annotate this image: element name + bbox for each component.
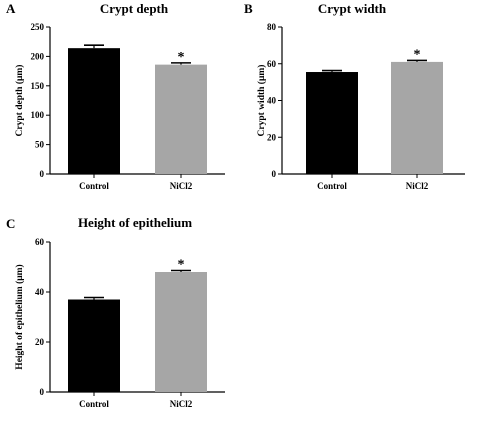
x-tick-label: NiCl2: [170, 181, 193, 191]
y-axis-label: Crypt width (μm): [256, 65, 267, 137]
chart-panel-b: B Crypt width Crypt width (μm) 0 20 40 60 80 Con…: [244, 1, 465, 191]
significance-marker: *: [178, 50, 185, 65]
y-tick-label: 50: [35, 140, 45, 150]
y-tick-label: 250: [31, 22, 45, 32]
y-tick-label: 40: [35, 287, 45, 297]
y-tick-label: 0: [40, 387, 45, 397]
y-tick-label: 20: [267, 132, 277, 142]
y-tick-label: 20: [35, 337, 45, 347]
y-tick-label: 60: [35, 237, 45, 247]
x-tick-label: NiCl2: [406, 181, 429, 191]
bar-nicl2: [391, 61, 443, 174]
chart-title: Crypt width: [318, 1, 387, 16]
y-axis-label: Height of epithelium (μm): [14, 264, 25, 369]
y-axis-label: Crypt depth (μm): [14, 65, 25, 137]
x-tick-label: Control: [317, 181, 347, 191]
panel-letter: C: [6, 216, 15, 231]
y-tick-label: 200: [31, 51, 45, 61]
y-tick-label: 100: [31, 110, 45, 120]
y-tick-label: 0: [272, 169, 277, 179]
x-tick-label: Control: [79, 181, 109, 191]
x-tick-label: Control: [79, 399, 109, 409]
y-tick-label: 60: [267, 59, 277, 69]
significance-marker: *: [178, 258, 185, 273]
bar-control: [68, 48, 120, 174]
chart-title: Height of epithelium: [78, 215, 192, 230]
y-tick-label: 80: [267, 22, 277, 32]
bar-control: [68, 299, 120, 392]
bar-nicl2: [155, 64, 207, 174]
bar-control: [306, 72, 358, 174]
chart-title: Crypt depth: [100, 1, 169, 16]
y-tick-label: 150: [31, 81, 45, 91]
significance-marker: *: [414, 47, 421, 62]
panel-letter: B: [244, 1, 253, 16]
chart-panel-c: C Height of epithelium Height of epitheliu…: [6, 215, 225, 409]
bar-nicl2: [155, 272, 207, 392]
panel-letter: A: [6, 1, 16, 16]
x-tick-label: NiCl2: [170, 399, 193, 409]
chart-panel-a: A Crypt depth Crypt depth (μm) 0 50 100 150 200…: [6, 1, 225, 191]
y-tick-label: 40: [267, 96, 277, 106]
y-tick-label: 0: [40, 169, 45, 179]
